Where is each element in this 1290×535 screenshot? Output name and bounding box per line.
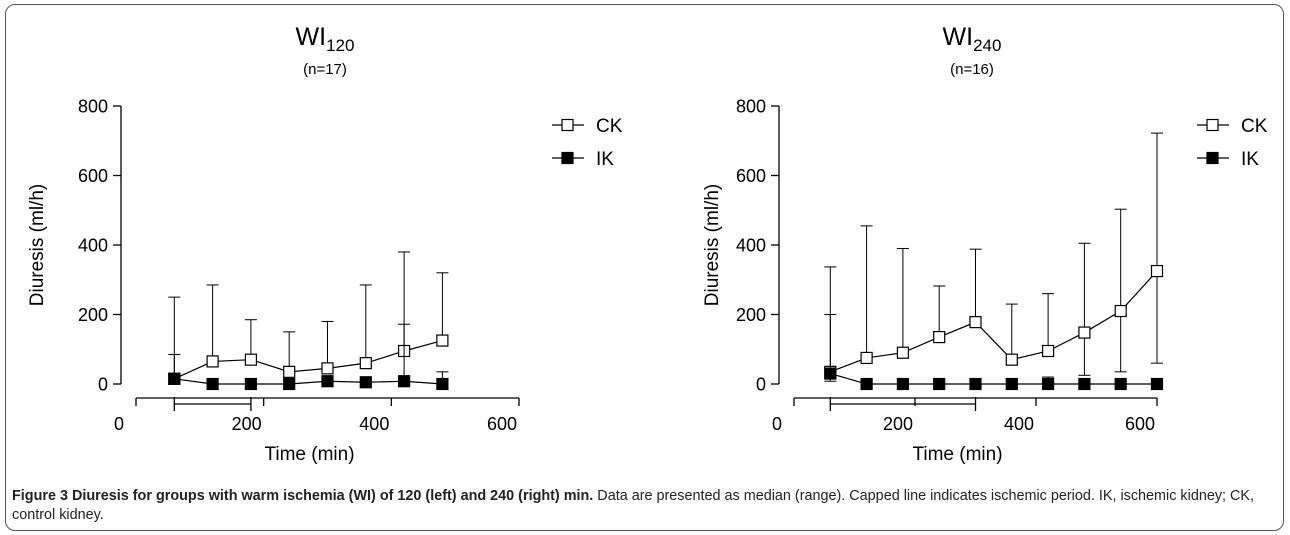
data-point-ik bbox=[359, 376, 372, 389]
y-axis-label: Diuresis (ml/h) bbox=[702, 184, 723, 306]
data-point-ck bbox=[933, 330, 946, 344]
data-point-ik bbox=[824, 367, 837, 380]
data-point-ik bbox=[321, 375, 334, 388]
x-tick-label: 400 bbox=[1004, 414, 1034, 434]
series-line-ck bbox=[830, 270, 1158, 373]
y-tick-label: 200 bbox=[78, 305, 108, 325]
chart-right-panel: WI240 (n=16) 0 200 400 600 800 Diuresis (ml/h) 0… bbox=[702, 23, 1268, 465]
data-point-ck bbox=[896, 346, 910, 359]
data-point-ck bbox=[860, 351, 873, 365]
legend-marker-ck bbox=[1206, 118, 1219, 132]
data-point-ck bbox=[1005, 353, 1018, 366]
legend-marker-ik bbox=[1206, 151, 1219, 165]
legend-label-ck: CK bbox=[596, 116, 623, 137]
legend-item-ck: CK bbox=[552, 116, 623, 137]
data-point-ck bbox=[321, 362, 334, 375]
x-tick-label: 200 bbox=[232, 414, 262, 434]
data-point-ik bbox=[1150, 377, 1164, 391]
y-tick-label: 0 bbox=[756, 375, 766, 395]
data-point-ck bbox=[359, 357, 372, 370]
caption-text: Data are presented as median (range). Ca… bbox=[12, 488, 1255, 523]
x-tick-label: 400 bbox=[359, 414, 389, 434]
y-axis-label: Diuresis (ml/h) bbox=[27, 184, 48, 306]
legend-label-ck: CK bbox=[1241, 116, 1268, 137]
series-ck bbox=[824, 132, 1164, 382]
y-tick-label: 0 bbox=[98, 375, 108, 395]
y-tick-label: 600 bbox=[78, 166, 108, 186]
data-point-ck bbox=[1150, 264, 1164, 278]
legend-label-ik: IK bbox=[596, 149, 614, 170]
y-tick-label: 400 bbox=[78, 236, 108, 256]
data-point-ik bbox=[168, 372, 181, 385]
caption-label: Figure 3 Diuresis for groups with warm i… bbox=[12, 488, 594, 504]
data-point-ik bbox=[1041, 377, 1055, 391]
chart-title-subscript: 120 bbox=[326, 36, 354, 55]
legend-label-ik: IK bbox=[1241, 149, 1259, 170]
data-point-ik bbox=[1078, 377, 1091, 391]
x-axis-label: Time (min) bbox=[912, 444, 1002, 465]
y-tick-label: 800 bbox=[78, 97, 108, 117]
x-tick-label: 600 bbox=[487, 414, 517, 434]
data-point-ik bbox=[933, 377, 946, 391]
data-point-ik bbox=[398, 375, 411, 388]
x-tick-label: 600 bbox=[1125, 414, 1155, 434]
figure-frame bbox=[5, 4, 1284, 531]
series-line-ik bbox=[174, 378, 443, 385]
chart-title-main: WI bbox=[296, 23, 327, 51]
legend-item-ik: IK bbox=[1197, 149, 1259, 170]
chart-title-main: WI bbox=[943, 23, 974, 51]
data-point-ik bbox=[896, 377, 910, 391]
y-tick-label: 600 bbox=[736, 166, 766, 186]
legend-item-ik: IK bbox=[552, 149, 614, 170]
figure-caption: Figure 3 Diuresis for groups with warm i… bbox=[12, 487, 1280, 525]
legend-marker-ik bbox=[561, 151, 574, 165]
legend-marker-ck bbox=[561, 118, 574, 132]
data-point-ik bbox=[1114, 377, 1127, 391]
y-tick-label: 800 bbox=[736, 97, 766, 117]
x-tick-label: 0 bbox=[114, 414, 124, 434]
data-point-ik bbox=[1005, 377, 1018, 391]
data-point-ik bbox=[283, 377, 296, 391]
chart-title: WI120 bbox=[296, 23, 355, 55]
chart-subtitle: (n=17) bbox=[303, 61, 347, 78]
data-point-ck bbox=[244, 353, 257, 366]
series-line-ik bbox=[830, 372, 1157, 385]
chart-subtitle: (n=16) bbox=[950, 61, 994, 78]
data-point-ck bbox=[969, 316, 982, 329]
x-tick-label: 200 bbox=[883, 414, 913, 434]
x-tick-label: 0 bbox=[772, 414, 782, 434]
series-ik bbox=[168, 323, 449, 391]
chart-title: WI240 bbox=[943, 23, 1002, 55]
series-ck bbox=[168, 251, 449, 385]
data-point-ck bbox=[206, 355, 219, 368]
data-point-ck bbox=[1114, 304, 1127, 318]
data-point-ik bbox=[206, 377, 219, 391]
chart-title-subscript: 240 bbox=[973, 36, 1001, 55]
y-tick-label: 400 bbox=[736, 236, 766, 256]
data-point-ik bbox=[244, 377, 257, 391]
data-point-ck bbox=[283, 365, 296, 378]
y-tick-label: 200 bbox=[736, 305, 766, 325]
chart-left-panel: WI120 (n=17) 0 200 400 600 800 Diuresis (ml/h) 0… bbox=[27, 23, 623, 465]
series-ik bbox=[824, 314, 1164, 391]
series-line-ck bbox=[174, 339, 443, 380]
data-point-ik bbox=[860, 377, 873, 391]
legend-item-ck: CK bbox=[1197, 116, 1268, 137]
x-axis-label: Time (min) bbox=[264, 444, 354, 465]
data-point-ck bbox=[436, 334, 449, 347]
data-point-ik bbox=[969, 377, 982, 391]
data-point-ik bbox=[436, 377, 449, 391]
data-point-ck bbox=[1078, 326, 1091, 339]
data-point-ck bbox=[1041, 344, 1055, 358]
